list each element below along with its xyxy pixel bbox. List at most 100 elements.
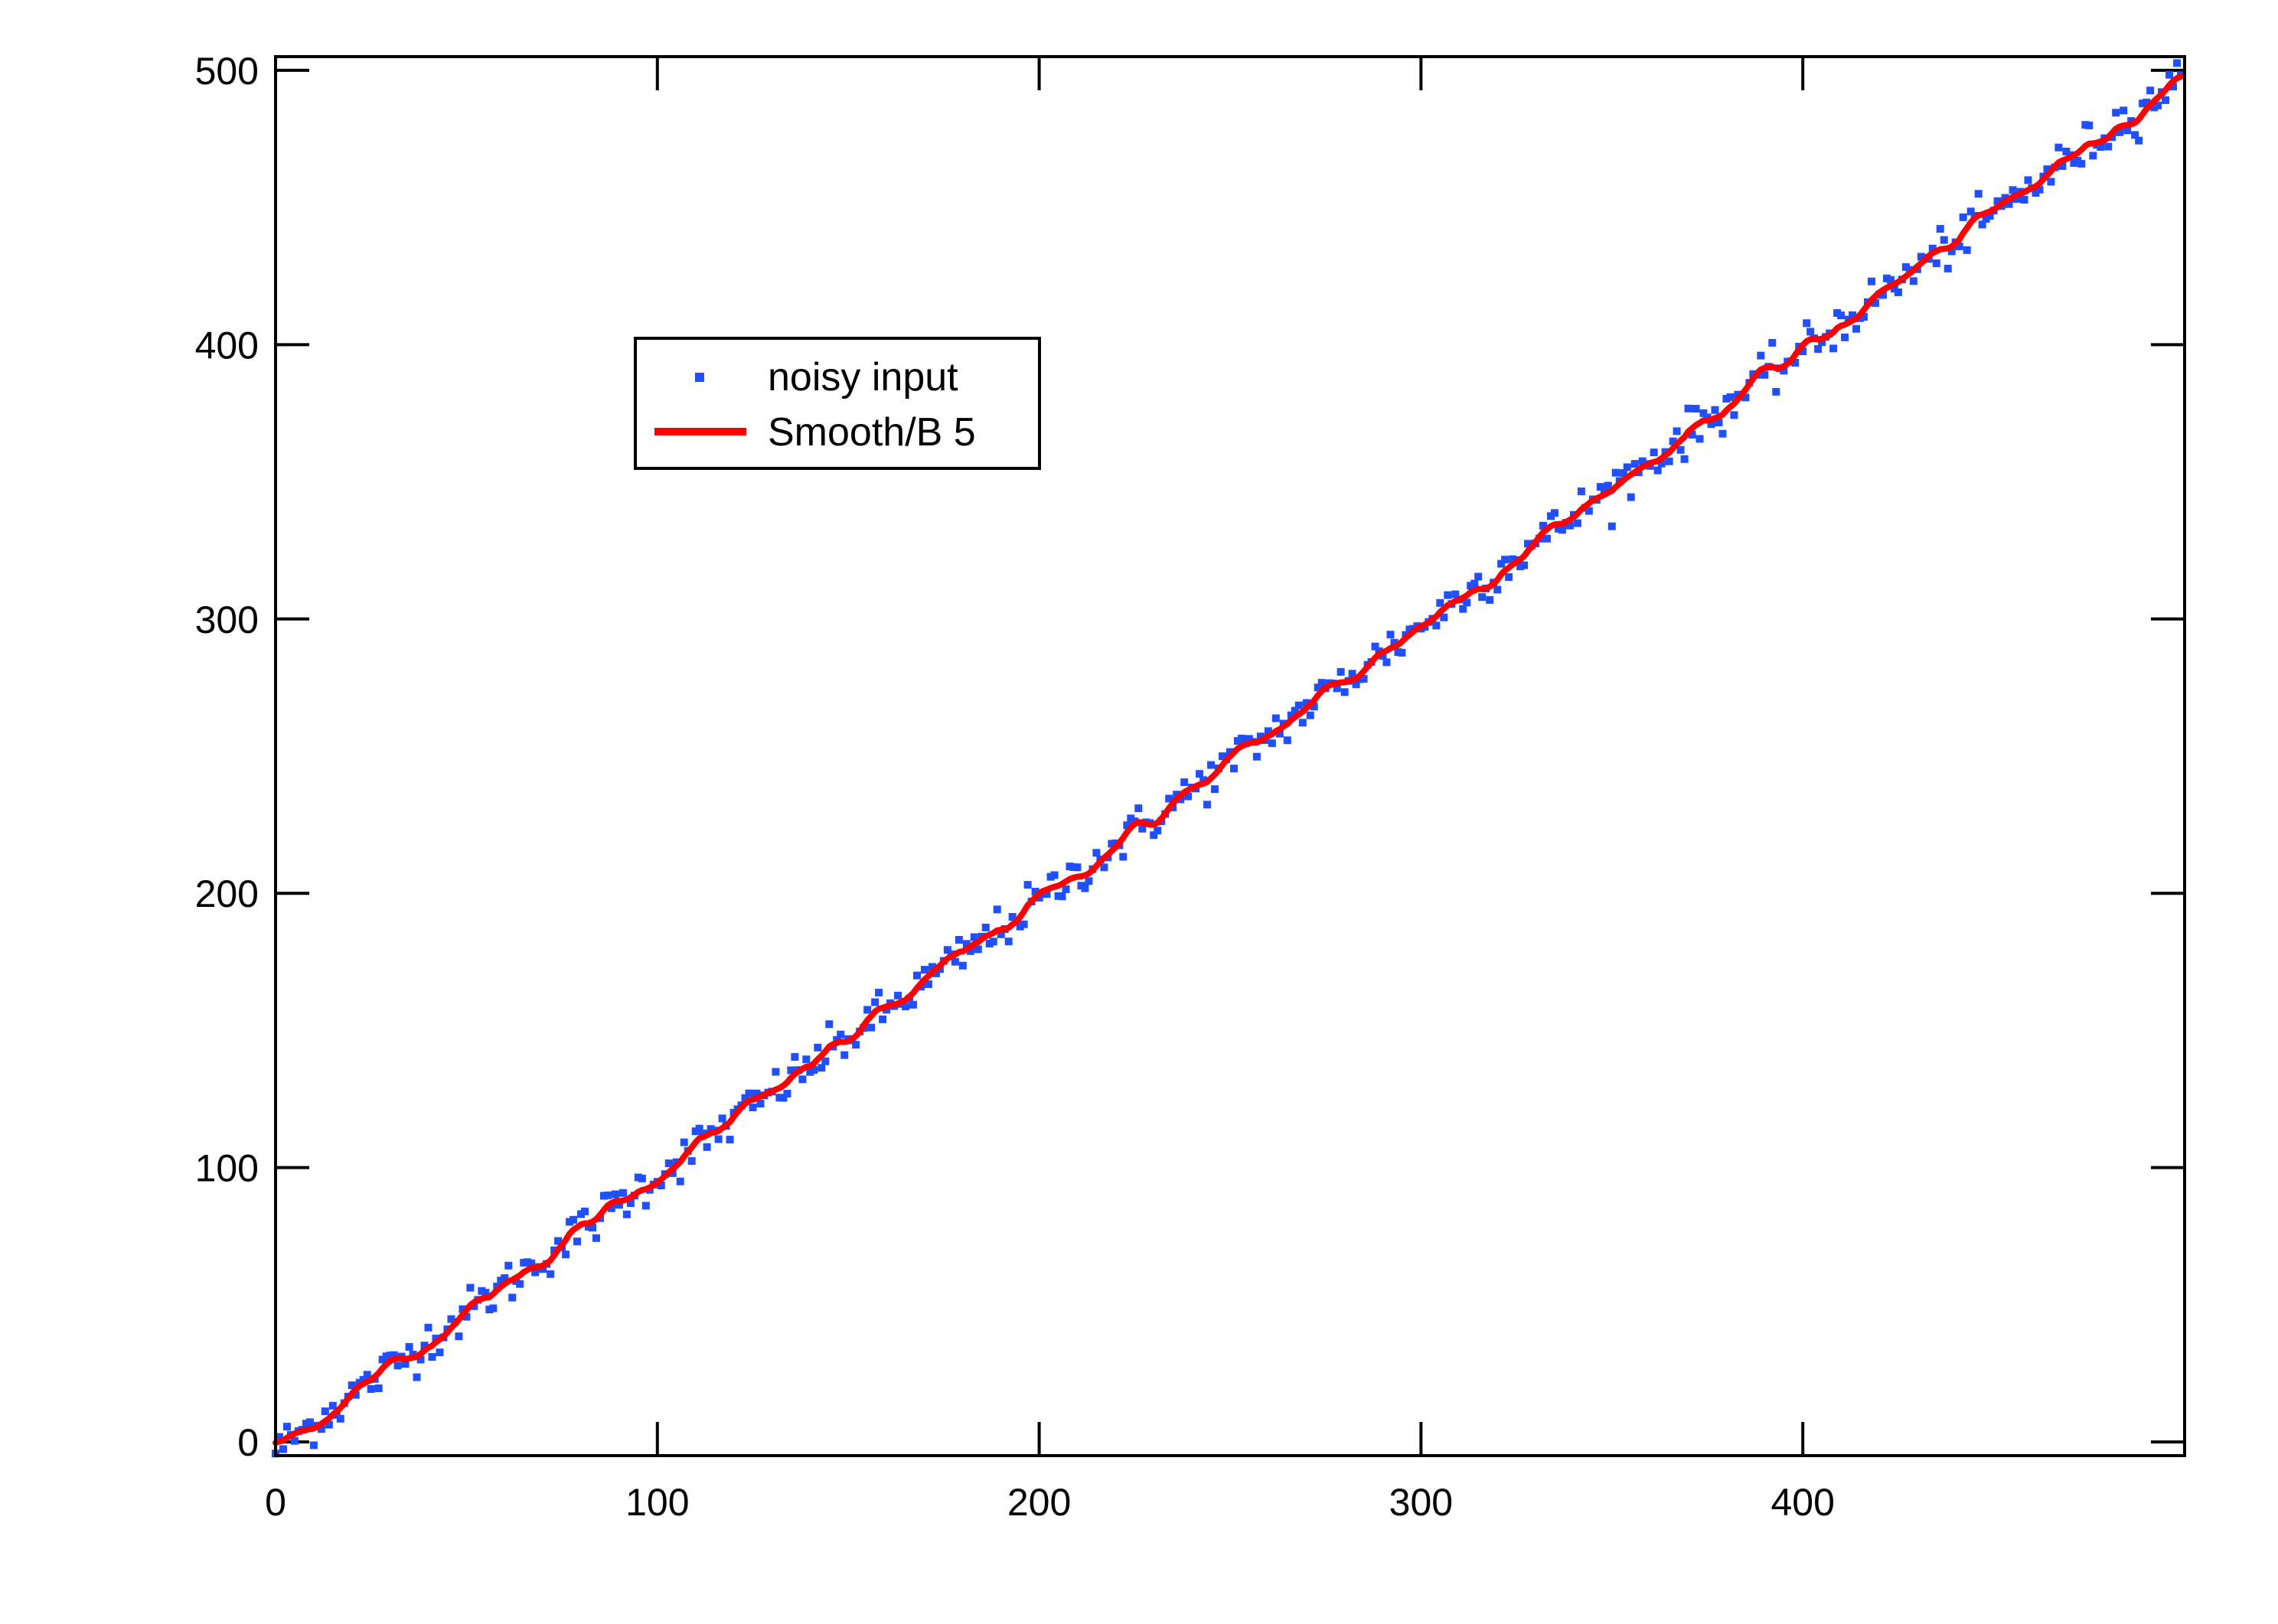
scatter-point [1432,621,1441,630]
scatter-point [1959,213,1967,221]
scatter-point [928,963,936,971]
scatter-point [1283,736,1291,745]
scatter-point [1119,853,1128,861]
scatter-point [317,1425,325,1433]
scatter-point [1382,658,1391,667]
scatter-point [1940,236,1948,244]
scatter-point [1730,411,1738,419]
scatter-point [920,966,928,974]
scatter-point [1596,483,1604,491]
x-tick-label: 200 [1007,1481,1071,1524]
scatter-point [2089,152,2097,160]
scatter-point [1932,259,1940,267]
scatter-point [1539,521,1548,530]
y-tick-label: 200 [195,872,259,915]
scatter-point [883,1006,891,1014]
scatter-point [1444,591,1452,599]
scatter-point [2054,143,2063,152]
scatter-point [2165,70,2174,79]
scatter-point [1123,821,1131,830]
scatter-point [703,1143,711,1151]
scatter-point [547,1270,555,1278]
scatter-point [1501,556,1509,564]
scatter-point [2009,186,2017,194]
scatter-point [958,961,967,970]
scatter-point [1493,585,1502,594]
x-tick-label: 0 [265,1481,286,1524]
scatter-point [1936,225,1944,233]
scatter-point [1543,534,1552,543]
scatter-point [714,1135,723,1143]
scatter-point [1440,613,1448,621]
y-tick-label: 0 [237,1421,259,1464]
scatter-point [1348,670,1356,678]
scatter-point [1558,526,1566,534]
scatter-point [390,1351,398,1359]
scatter-point [962,940,971,948]
scatter-point [1665,457,1673,465]
scatter-point [2154,101,2162,109]
scatter-point [993,905,1001,914]
scatter-point [1436,598,1444,607]
scatter-point [367,1384,375,1393]
scatter-point [894,991,902,1000]
scatter-point [1688,431,1696,439]
scatter-point [1673,427,1681,435]
scatter-point [2116,128,2124,136]
scatter-point [1860,313,1868,321]
scatter-point [1550,509,1558,517]
legend-label-smooth: Smooth/B 5 [768,410,976,455]
scatter-point [573,1238,582,1246]
scatter-point [1630,460,1639,468]
scatter-point [1584,507,1593,515]
scatter-point [1314,683,1322,692]
scatter-point [798,1075,807,1084]
scatter-point [615,1201,623,1209]
scatter-point [1294,701,1303,709]
scatter-point [363,1371,371,1379]
scatter-point [2135,136,2143,145]
scatter-point [1310,703,1318,711]
scatter-point [1768,338,1777,347]
scatter-point [989,938,997,946]
scatter-point [966,947,974,955]
scatter-point [1386,631,1395,639]
scatter-point [1565,521,1574,530]
scatter-point [1451,590,1460,598]
scatter-point [275,1433,283,1441]
scatter-point [336,1414,344,1423]
scatter-point [1196,770,1204,778]
scatter-point [1684,404,1692,413]
scatter-point [1878,291,1887,299]
scatter-point [1459,605,1467,613]
x-tick-label: 100 [625,1481,689,1524]
scatter-point [611,1190,619,1198]
scatter-point [1757,351,1765,360]
scatter-point [1814,344,1823,353]
scatter-point [1138,824,1147,833]
y-tick-label: 400 [195,324,259,367]
scatter-point [718,1114,726,1123]
scatter-point [562,1251,570,1259]
scatter-point [932,969,940,977]
scatter-point [1023,881,1032,889]
scatter-point [1154,827,1162,835]
scatter-point [622,1210,631,1218]
scatter-point [1791,358,1800,367]
scatter-point [1741,393,1750,402]
scatter-point [1894,288,1902,296]
scatter-point [2162,96,2170,104]
scatter-point [1287,711,1295,719]
scatter-point [951,957,959,966]
scatter-point [1237,734,1245,742]
scatter-point [501,1273,509,1282]
scatter-point [607,1204,615,1212]
scatter-point [840,1051,849,1059]
scatter-point [1150,831,1158,840]
scatter-point [1359,674,1368,683]
scatter-point [1333,684,1341,693]
legend-box [634,337,1041,470]
scatter-point [687,1157,696,1166]
scatter-point [1291,706,1299,715]
scatter-point [1486,595,1494,604]
